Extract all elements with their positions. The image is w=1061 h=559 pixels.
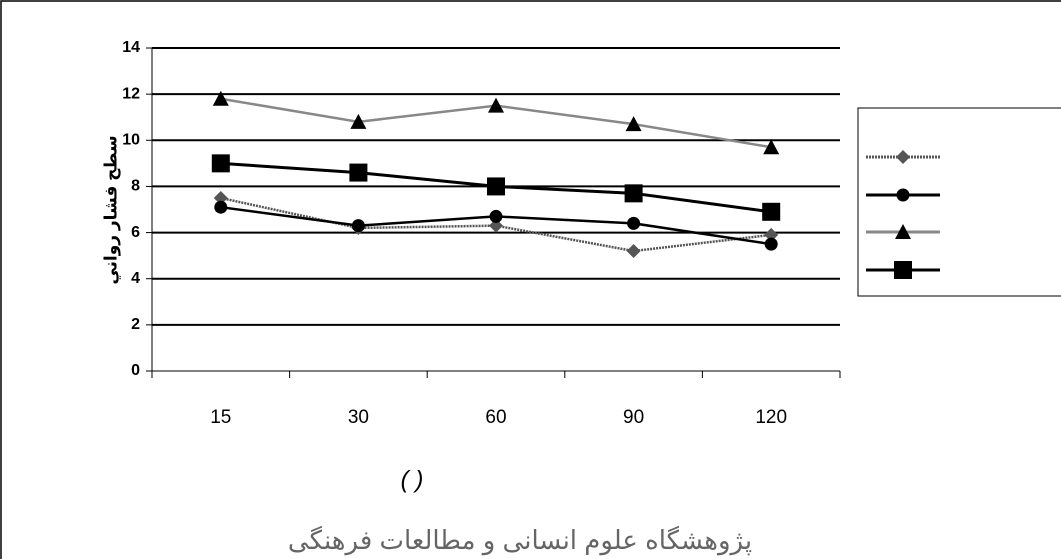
triangle-marker xyxy=(488,97,504,113)
diamond-marker xyxy=(213,190,228,205)
square-marker xyxy=(624,184,643,203)
diamond-marker xyxy=(626,244,641,259)
y-tick-label: 0 xyxy=(131,362,140,379)
diamond-marker xyxy=(896,150,910,164)
x-axis-label: ( ) xyxy=(401,466,424,493)
square-marker xyxy=(349,163,368,182)
triangle-marker xyxy=(625,116,642,132)
series-line xyxy=(220,196,772,253)
y-axis-label: سطح فشار رواني xyxy=(101,135,121,284)
circle-marker xyxy=(764,237,778,251)
diamond-marker xyxy=(489,218,503,233)
triangle-marker xyxy=(212,90,229,106)
y-tick-label: 14 xyxy=(122,39,140,56)
triangle-marker xyxy=(350,113,367,129)
circle-marker xyxy=(351,219,365,233)
x-tick-label: 15 xyxy=(210,407,231,428)
x-tick-label: 120 xyxy=(755,407,787,428)
square-marker xyxy=(211,154,230,173)
circle-marker xyxy=(896,188,910,202)
circle-marker xyxy=(489,209,503,223)
x-tick-label: 60 xyxy=(485,407,506,428)
y-tick-label: 6 xyxy=(131,224,140,241)
triangle-marker xyxy=(895,224,911,239)
y-tick-label: 8 xyxy=(131,178,140,195)
square-marker xyxy=(894,261,912,279)
x-tick-label: 30 xyxy=(348,407,369,428)
square-marker xyxy=(762,202,781,221)
y-tick-label: 2 xyxy=(131,316,140,333)
circle-marker xyxy=(627,216,641,230)
triangle-marker xyxy=(763,139,780,155)
x-tick-label: 90 xyxy=(623,407,644,428)
y-tick-label: 10 xyxy=(122,132,140,149)
circle-marker xyxy=(214,200,228,214)
y-tick-label: 12 xyxy=(122,85,140,102)
y-tick-label: 4 xyxy=(131,270,140,287)
watermark: پژوهشگاه علوم انسانی و مطالعات فرهنگی xyxy=(288,525,752,556)
square-marker xyxy=(487,177,505,196)
legend xyxy=(857,107,1061,297)
diamond-marker xyxy=(764,227,779,242)
